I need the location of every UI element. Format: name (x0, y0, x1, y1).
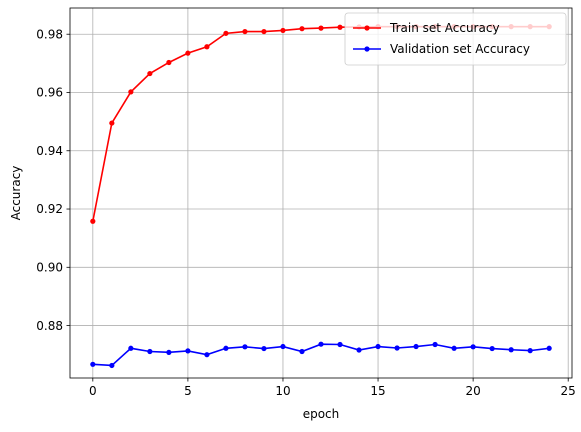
data-point (261, 346, 266, 351)
data-point (128, 346, 133, 351)
y-tick-label: 0.96 (36, 86, 63, 100)
data-point (299, 349, 304, 354)
data-point (337, 342, 342, 347)
y-tick-label: 0.88 (36, 319, 63, 333)
data-point (432, 342, 437, 347)
x-tick-label: 25 (561, 384, 576, 398)
legend: Train set Accuracy Validation set Accurac… (345, 13, 566, 65)
data-point (204, 352, 209, 357)
data-point (261, 29, 266, 34)
data-point (223, 346, 228, 351)
x-tick-label: 10 (275, 384, 290, 398)
x-tick-label: 15 (370, 384, 385, 398)
y-axis-label: Accuracy (9, 166, 23, 221)
data-point (109, 363, 114, 368)
x-tick-label: 5 (184, 384, 192, 398)
data-point (528, 348, 533, 353)
data-point (375, 344, 380, 349)
y-tick-label: 0.92 (36, 202, 63, 216)
data-point (109, 120, 114, 125)
data-point (547, 346, 552, 351)
data-point (242, 344, 247, 349)
data-point (509, 347, 514, 352)
data-point (394, 345, 399, 350)
data-point (90, 219, 95, 224)
data-point (242, 29, 247, 34)
data-point (490, 346, 495, 351)
data-point (452, 346, 457, 351)
data-point (204, 44, 209, 49)
x-tick-label: 20 (465, 384, 480, 398)
data-point (318, 26, 323, 31)
data-point (280, 28, 285, 33)
x-axis-label: epoch (303, 407, 340, 421)
data-point (223, 31, 228, 36)
data-point (128, 89, 133, 94)
data-point (413, 344, 418, 349)
data-point (185, 51, 190, 56)
data-point (90, 362, 95, 367)
data-point (337, 25, 342, 30)
data-point (147, 71, 152, 76)
y-tick-label: 0.90 (36, 260, 63, 274)
data-point (318, 342, 323, 347)
legend-marker (364, 25, 369, 30)
data-point (280, 344, 285, 349)
data-point (185, 348, 190, 353)
y-tick-label: 0.94 (36, 144, 63, 158)
data-point (471, 344, 476, 349)
data-point (356, 347, 361, 352)
legend-label: Train set Accuracy (389, 21, 500, 35)
data-point (166, 350, 171, 355)
legend-marker (364, 46, 369, 51)
data-point (147, 349, 152, 354)
data-point (299, 26, 304, 31)
legend-label: Validation set Accuracy (390, 42, 530, 56)
x-tick-label: 0 (89, 384, 97, 398)
data-point (166, 60, 171, 65)
y-tick-label: 0.98 (36, 27, 63, 41)
